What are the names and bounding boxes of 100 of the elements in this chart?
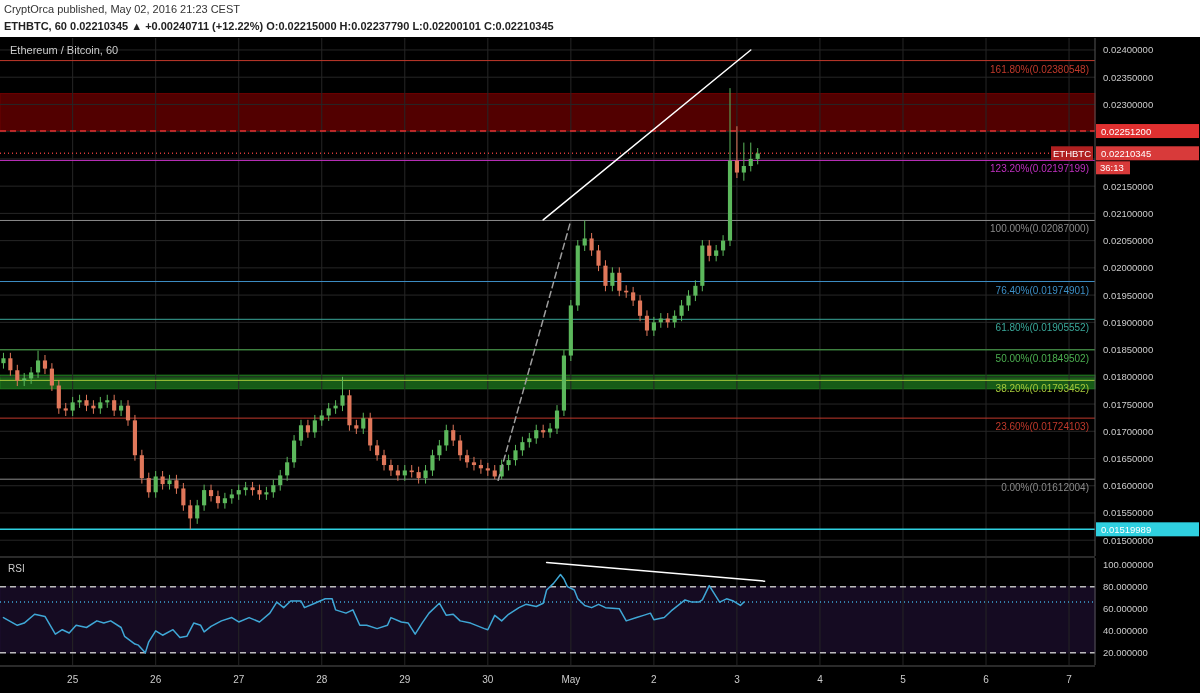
- y-tick-label: 0.02050000: [1103, 235, 1154, 247]
- candlestick: [112, 394, 117, 417]
- candlestick: [464, 449, 470, 469]
- ref-line-label: 61.80%(0.01905552): [995, 322, 1089, 334]
- candlestick: [49, 362, 54, 392]
- y-tick-label: 0.02150000: [1103, 180, 1154, 192]
- candlestick: [208, 484, 214, 503]
- candlestick: [361, 412, 366, 435]
- ref-line-label: 161.80%(0.02380548): [990, 63, 1089, 75]
- candlestick: [741, 142, 746, 182]
- candlestick: [748, 142, 753, 172]
- y-tick-label: 20.000000: [1103, 647, 1148, 659]
- candlestick: [596, 244, 601, 272]
- annotation: ETHBTC: [1053, 147, 1092, 159]
- y-tick-label: 40.000000: [1103, 625, 1148, 637]
- candlestick: [395, 464, 400, 482]
- candlestick: [734, 125, 739, 179]
- candlestick: [375, 439, 380, 462]
- candlestick: [215, 490, 221, 510]
- candlestick: [451, 424, 456, 447]
- candlestick: [174, 474, 179, 495]
- y-tick-label: 0.01550000: [1103, 507, 1154, 519]
- candlestick: [430, 449, 435, 477]
- ref-line-label: 0.02251200: [1101, 126, 1152, 138]
- candlestick: [195, 499, 200, 525]
- candlestick: [589, 232, 594, 257]
- candlestick: [285, 456, 290, 482]
- candlestick: [471, 456, 477, 471]
- ref-line-label: 38.20%(0.01793452): [995, 383, 1089, 395]
- x-tick-label: May: [561, 674, 581, 685]
- candlestick: [305, 419, 310, 439]
- candlestick: [312, 414, 317, 439]
- candlestick: [70, 396, 75, 417]
- chart-subtitle: ETHBTC, 60 0.02210345 ▲ +0.00240711 (+12.22%) O:0.02215000 H:0.02237790 L:0.02200101 C:0.02210345: [4, 20, 554, 32]
- y-tick-label: 0.02400000: [1103, 44, 1154, 56]
- x-tick-label: 27: [233, 674, 245, 685]
- x-tick-label: 28: [316, 674, 328, 685]
- candlestick: [139, 449, 144, 485]
- x-tick-label: 2: [651, 674, 658, 685]
- candlestick: [35, 350, 41, 379]
- y-tick-label: 0.01600000: [1103, 480, 1154, 492]
- candlestick: [603, 259, 608, 292]
- x-tick-label: 3: [734, 674, 741, 685]
- y-tick-label: 0.01950000: [1103, 289, 1154, 301]
- text: RSI: [8, 563, 25, 574]
- candlestick: [644, 309, 650, 337]
- candlestick: [423, 464, 428, 485]
- ref-line-label: 50.00%(0.01849502): [995, 352, 1089, 364]
- candlestick: [582, 219, 587, 252]
- y-tick-label: 0.02300000: [1103, 98, 1154, 110]
- candlestick: [15, 364, 20, 387]
- ref-line-label: 0.00%(0.01612004): [1001, 482, 1089, 494]
- candlestick: [513, 444, 518, 467]
- candlestick: [617, 266, 622, 297]
- candlestick: [610, 266, 615, 292]
- candlestick: [651, 316, 656, 337]
- candlestick: [298, 419, 304, 447]
- candlestick: [125, 399, 131, 427]
- candlestick: [534, 424, 539, 445]
- ref-line-label: 0.02210345: [1101, 148, 1152, 160]
- y-tick-label: 0.02000000: [1103, 262, 1154, 274]
- candlestick: [181, 482, 186, 512]
- candlestick: [119, 399, 124, 417]
- chart-title: CryptOrca published, May 02, 2016 21:23 CEST: [4, 3, 241, 15]
- y-tick-label: 0.01650000: [1103, 453, 1154, 464]
- candlestick: [8, 352, 13, 377]
- candlestick: [458, 434, 463, 462]
- candlestick: [340, 376, 345, 412]
- candlestick: [188, 499, 193, 530]
- candlestick: [153, 470, 158, 499]
- x-tick-label: 29: [399, 674, 411, 685]
- y-tick-label: 80.000000: [1103, 581, 1148, 593]
- y-tick-label: 0.01500000: [1103, 534, 1154, 546]
- annotation: Ethereum / Bitcoin, 60: [10, 44, 119, 56]
- ref-line-label: 23.60%(0.01724103): [995, 421, 1089, 433]
- y-tick-label: 0.01750000: [1103, 398, 1154, 410]
- candlestick: [42, 354, 48, 375]
- x-tick-label: 5: [900, 674, 907, 685]
- candlestick: [160, 470, 165, 491]
- candlestick: [520, 436, 525, 457]
- y-tick-label: 0.01700000: [1103, 425, 1154, 437]
- y-tick-label: 60.000000: [1103, 603, 1148, 615]
- x-tick-label: 25: [67, 674, 79, 685]
- y-tick-label: 100.000000: [1103, 559, 1154, 571]
- candlestick: [679, 299, 684, 322]
- ref-line-label: 100.00%(0.02087000): [990, 223, 1089, 235]
- candlestick: [56, 379, 61, 415]
- candlestick: [292, 434, 297, 469]
- x-tick-label: 26: [150, 674, 162, 685]
- candlestick: [554, 404, 560, 435]
- ref-line-label: 76.40%(0.01974901): [995, 284, 1089, 296]
- y-tick-label: 0.01800000: [1103, 371, 1154, 383]
- y-tick-label: 0.02100000: [1103, 207, 1154, 219]
- candlestick: [444, 424, 449, 452]
- candlestick: [222, 492, 227, 510]
- candlestick: [202, 484, 207, 512]
- candlestick: [693, 279, 698, 302]
- text: 36:13: [1100, 162, 1124, 174]
- x-tick-label: 30: [482, 674, 494, 685]
- candlestick: [707, 239, 712, 262]
